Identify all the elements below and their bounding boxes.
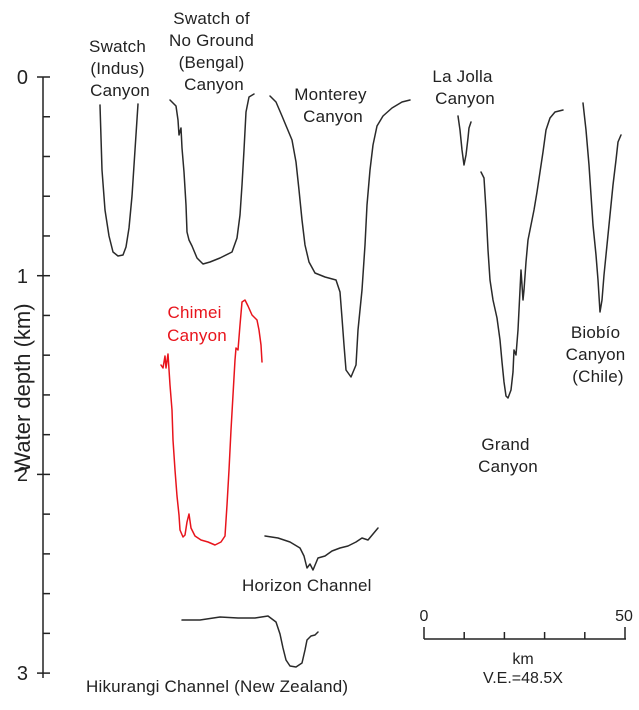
depth-axis-title: Water depth (km) xyxy=(10,303,35,472)
label-biobio: Biobío Canyon (Chile) xyxy=(566,323,631,386)
profile-swatch-indus xyxy=(99,103,139,257)
depth-axis: 0 1 2 3 Water depth (km) xyxy=(10,67,50,685)
profile-chimei xyxy=(160,299,263,546)
scale-bar-unit: km xyxy=(512,651,533,668)
scale-bar-start: 0 xyxy=(420,608,429,625)
canyon-profiles xyxy=(99,93,622,668)
canyon-labels: Swatch (Indus) Canyon Swatch of No Groun… xyxy=(86,9,631,696)
label-hikurangi: Hikurangi Channel (New Zealand) xyxy=(86,677,348,696)
profile-horizon xyxy=(264,527,379,571)
depth-tick-1: 1 xyxy=(17,266,28,288)
vertical-exaggeration: V.E.=48.5X xyxy=(483,670,563,687)
label-chimei: Chimei Canyon xyxy=(167,303,227,345)
profile-swatch-no-ground xyxy=(169,93,255,265)
label-grand: Grand Canyon xyxy=(478,435,538,476)
label-monterey: Monterey Canyon xyxy=(294,85,371,126)
profile-grand xyxy=(480,109,564,399)
depth-tick-3: 3 xyxy=(17,663,28,685)
profile-hikurangi xyxy=(181,615,319,668)
profile-biobio xyxy=(582,102,622,313)
label-swatch-no-ground: Swatch of No Ground (Bengal) Canyon xyxy=(169,9,259,94)
label-swatch-indus: Swatch (Indus) Canyon xyxy=(89,37,151,100)
depth-tick-2: 2 xyxy=(17,464,28,486)
depth-tick-0: 0 xyxy=(17,67,28,89)
profile-la-jolla xyxy=(457,115,472,166)
label-horizon: Horizon Channel xyxy=(242,576,372,595)
profile-monterey xyxy=(269,95,411,378)
scale-bar-end: 50 xyxy=(615,608,633,625)
label-la-jolla: La Jolla Canyon xyxy=(432,67,497,108)
scale-bar: 0 50 km V.E.=48.5X xyxy=(420,608,633,687)
